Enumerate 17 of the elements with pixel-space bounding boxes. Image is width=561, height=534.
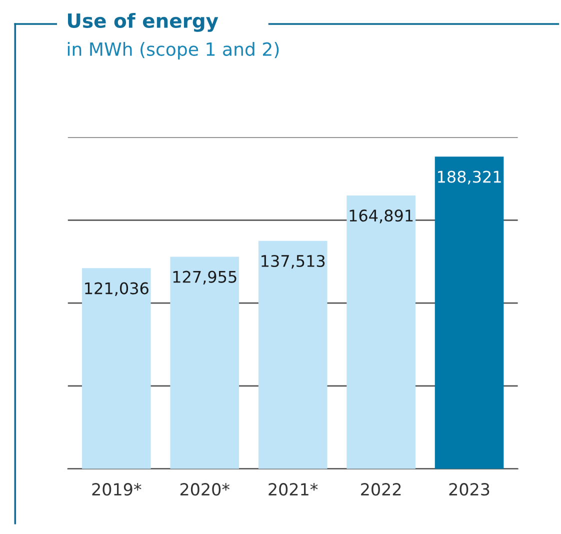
data-label: 137,513 [262,254,325,269]
x-tick-label: 2023 [449,483,490,496]
x-tick-label: 2021* [268,483,318,496]
x-tick-label: 2019* [92,483,142,496]
data-label: 121,036 [85,282,148,296]
x-tick-label: 2020* [180,483,230,496]
x-tick-label: 2022 [361,483,401,496]
bar [434,156,504,469]
bar [258,240,328,469]
data-label: 127,955 [173,270,236,285]
chart-subtitle: in MWh (scope 1 and 2) [68,42,279,60]
bar [170,256,240,469]
data-label: 164,891 [350,210,413,224]
bar [346,195,416,469]
chart-title: Use of energy [68,12,218,32]
bar [82,268,151,469]
data-label: 188,321 [438,170,501,184]
